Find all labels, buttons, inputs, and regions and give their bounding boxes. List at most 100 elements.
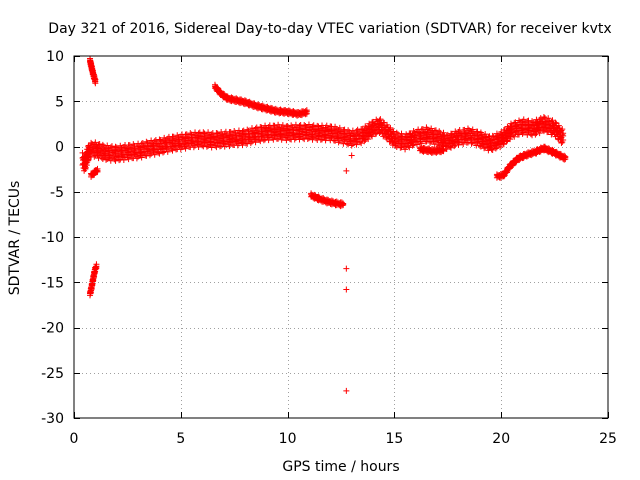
data-point — [336, 124, 343, 131]
y-tick-label: -25 — [41, 366, 64, 382]
y-tick-label: 0 — [55, 140, 64, 156]
data-point — [311, 125, 318, 132]
x-tick-label: 0 — [70, 431, 79, 447]
x-tick-label: 5 — [176, 431, 185, 447]
data-point — [343, 286, 350, 293]
data-point — [343, 167, 350, 174]
data-point — [91, 153, 98, 160]
data-point — [341, 126, 348, 133]
data-point — [343, 387, 350, 394]
data-point — [323, 122, 330, 129]
data-points — [79, 55, 569, 394]
y-axis-label: SDTVAR / TECUs — [7, 181, 23, 296]
data-point — [279, 122, 286, 129]
data-point — [156, 150, 163, 157]
data-point — [143, 138, 150, 145]
data-point — [529, 132, 536, 139]
data-point — [507, 120, 514, 127]
y-tick-label: 5 — [55, 94, 64, 110]
data-point — [507, 136, 514, 143]
data-point — [205, 129, 212, 136]
data-point — [504, 137, 511, 144]
data-point — [406, 144, 413, 151]
data-point — [257, 123, 264, 130]
series-dip-segment — [308, 190, 347, 210]
data-point — [213, 144, 220, 151]
data-point — [373, 130, 380, 137]
data-point — [520, 116, 527, 123]
data-point — [288, 122, 295, 129]
data-point — [377, 116, 384, 123]
data-point — [340, 200, 347, 207]
data-point — [348, 152, 355, 159]
data-point — [283, 137, 290, 144]
data-point — [468, 140, 475, 147]
data-point — [112, 157, 119, 164]
data-point — [390, 128, 397, 135]
data-point — [358, 140, 365, 147]
data-point — [303, 107, 310, 114]
data-point — [244, 140, 251, 147]
data-point — [244, 126, 251, 133]
data-point — [343, 265, 350, 272]
data-point — [195, 144, 202, 151]
data-point — [96, 141, 103, 148]
data-point — [94, 165, 101, 172]
data-point — [474, 128, 481, 135]
data-point — [540, 128, 547, 135]
data-point — [169, 147, 176, 154]
data-point — [393, 129, 400, 136]
data-point — [362, 136, 369, 143]
data-point — [257, 138, 264, 145]
data-point — [536, 130, 543, 137]
data-point — [559, 131, 566, 138]
data-point — [249, 125, 255, 132]
data-point — [489, 146, 496, 153]
data-point — [349, 127, 356, 134]
data-point — [104, 142, 111, 149]
data-point — [93, 261, 100, 268]
data-point — [440, 129, 447, 136]
data-point — [182, 145, 189, 152]
data-point — [516, 131, 522, 138]
data-point — [519, 130, 526, 137]
y-tick-label: -30 — [41, 411, 64, 427]
data-point — [239, 142, 246, 149]
data-point — [305, 121, 312, 128]
data-point — [444, 131, 451, 138]
data-point — [387, 124, 394, 131]
data-point — [92, 76, 99, 83]
data-point — [469, 126, 476, 133]
chart-title: Day 321 of 2016, Sidereal Day-to-day VTE… — [48, 21, 611, 37]
data-point — [187, 130, 194, 137]
data-point — [489, 132, 496, 139]
data-point — [529, 118, 536, 125]
data-point — [555, 122, 562, 129]
series-night-arc — [417, 144, 447, 156]
data-point — [560, 130, 567, 137]
data-point — [500, 141, 507, 148]
data-point — [511, 133, 518, 140]
data-point — [302, 108, 309, 115]
x-tick-label: 25 — [599, 431, 617, 447]
plot-frame — [73, 55, 609, 419]
data-point — [427, 139, 433, 146]
data-point — [402, 146, 409, 153]
data-point — [365, 136, 372, 143]
data-point — [156, 136, 163, 143]
data-point — [398, 130, 405, 137]
data-point — [418, 140, 425, 147]
data-point — [252, 139, 259, 146]
y-tick-label: -20 — [41, 321, 64, 337]
data-point — [481, 145, 488, 152]
data-point — [432, 127, 439, 134]
data-point — [92, 139, 99, 146]
series-early-dip — [88, 165, 101, 180]
series-early-low — [87, 261, 100, 299]
y-tick-label: -10 — [41, 230, 64, 246]
data-point — [552, 119, 559, 126]
series-late-arc — [493, 143, 569, 181]
data-point — [559, 126, 566, 133]
data-point — [335, 139, 342, 146]
